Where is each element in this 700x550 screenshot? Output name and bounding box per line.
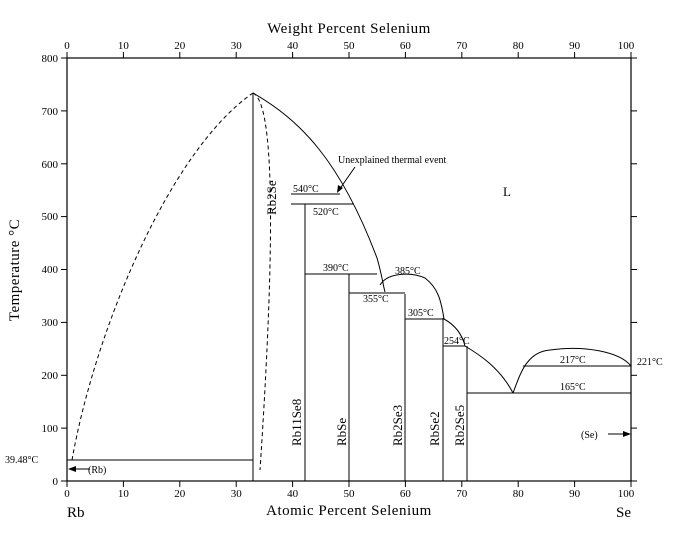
temp-390: 390°C [323, 263, 349, 274]
temp-305: 305°C [408, 308, 434, 319]
bottom-tick-label: 60 [400, 488, 412, 500]
compound-rb2se: Rb2Se [264, 180, 279, 215]
rb-arrowhead [68, 466, 76, 472]
compound-rbse: RbSe [334, 418, 349, 446]
top-axis: 0 10 20 30 40 50 60 70 80 90 100 [64, 40, 635, 58]
left-tick-label: 100 [42, 423, 59, 435]
left-tick-label: 300 [42, 317, 59, 329]
right-element-label: Se [616, 505, 631, 521]
top-tick-label: 80 [513, 40, 525, 52]
bottom-axis-title: Atomic Percent Selenium [266, 503, 432, 519]
bottom-tick-label: 80 [513, 488, 525, 500]
bottom-tick-label: 20 [174, 488, 186, 500]
rb-melting-point: 39.48°C [5, 455, 38, 466]
top-tick-label: 50 [344, 40, 356, 52]
annotation-arrow [338, 166, 356, 191]
top-tick-label: 60 [400, 40, 412, 52]
liquidus-lines [71, 92, 632, 471]
annotation-arrowhead [337, 185, 343, 193]
rb2se5-liquidus [464, 345, 514, 394]
top-tick-label: 10 [118, 40, 130, 52]
temp-165: 165°C [560, 382, 586, 393]
top-tick-label: 30 [231, 40, 243, 52]
temp-385: 385°C [395, 266, 421, 277]
temp-355: 355°C [363, 294, 389, 305]
left-tick-label: 600 [42, 159, 59, 171]
temp-221: 221°C [637, 357, 663, 368]
compound-rb2se3: Rb2Se3 [390, 405, 405, 446]
left-tick-label: 200 [42, 370, 59, 382]
compound-rbse2: RbSe2 [427, 411, 442, 446]
rb-side-liquidus [71, 92, 254, 461]
temp-540: 540°C [293, 184, 319, 195]
bottom-tick-label: 70 [456, 488, 468, 500]
bottom-tick-label: 100 [618, 488, 635, 500]
left-tick-label: 0 [53, 476, 59, 488]
compound-rb11se8: Rb11Se8 [289, 399, 304, 446]
isotherms [67, 193, 631, 461]
top-tick-label: 70 [456, 40, 468, 52]
left-tick-label: 500 [42, 211, 59, 223]
main-liquidus [252, 92, 386, 293]
left-element-label: Rb [67, 505, 85, 521]
liquid-label: L [503, 184, 511, 199]
temp-254: 254°C [444, 336, 470, 347]
bottom-axis: 0 10 20 30 40 50 60 70 80 90 100 [64, 481, 635, 500]
left-tick-label: 400 [42, 264, 59, 276]
annotation-label: Unexplained thermal event [338, 155, 447, 166]
left-axis-title: Temperature °C [7, 219, 23, 321]
temp-520: 520°C [313, 207, 339, 218]
left-tick-label: 800 [42, 53, 59, 65]
top-tick-label: 40 [287, 40, 299, 52]
rb2se-right-liquidus [252, 92, 271, 471]
top-tick-label: 20 [174, 40, 186, 52]
rbse2-liquidus [443, 318, 466, 347]
bottom-tick-label: 40 [287, 488, 299, 500]
top-tick-label: 0 [64, 40, 70, 52]
bottom-tick-label: 0 [64, 488, 70, 500]
top-tick-label: 90 [569, 40, 581, 52]
rb2se3-dome [379, 273, 445, 320]
left-tick-label: 700 [42, 106, 59, 118]
compound-lines [252, 93, 468, 481]
bottom-tick-label: 30 [231, 488, 243, 500]
rb-phase-label: (Rb) [88, 465, 106, 476]
left-axis: 0 100 200 300 400 500 600 700 800 [42, 53, 637, 488]
temp-217: 217°C [560, 355, 586, 366]
se-phase-label: (Se) [581, 430, 598, 441]
bottom-tick-label: 90 [569, 488, 581, 500]
se-arrowhead [623, 431, 631, 437]
se-side-dome [512, 347, 632, 394]
top-tick-label: 100 [618, 40, 635, 52]
bottom-tick-label: 10 [118, 488, 130, 500]
bottom-tick-label: 50 [344, 488, 356, 500]
compound-rb2se5: Rb2Se5 [452, 405, 467, 446]
top-axis-title: Weight Percent Selenium [267, 21, 431, 37]
